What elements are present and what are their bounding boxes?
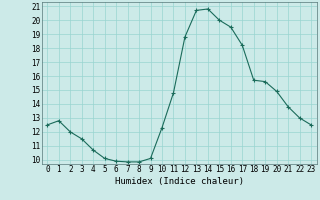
X-axis label: Humidex (Indice chaleur): Humidex (Indice chaleur) — [115, 177, 244, 186]
